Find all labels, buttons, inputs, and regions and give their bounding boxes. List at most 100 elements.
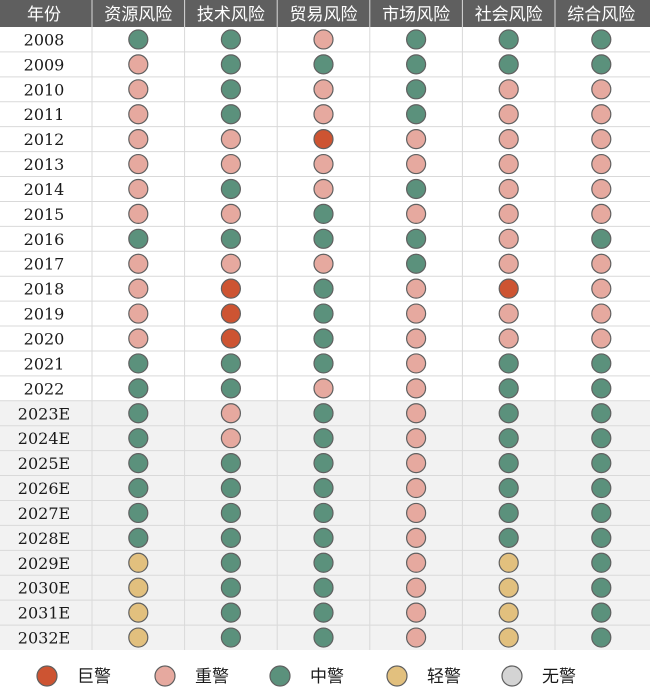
warning-dot	[406, 228, 427, 249]
warning-dot	[220, 428, 241, 449]
year-label: 2008	[24, 30, 65, 49]
warning-dot	[313, 79, 334, 100]
warning-dot	[498, 502, 519, 524]
warning-dot	[313, 428, 334, 449]
warning-dot	[313, 453, 334, 474]
warning-dot	[498, 228, 519, 249]
year-label: 2028E	[18, 529, 70, 548]
year-label: 2014	[24, 180, 65, 199]
warning-dot	[220, 353, 241, 374]
warning-dot	[220, 378, 241, 399]
warning-dot	[128, 178, 149, 200]
warning-dot	[313, 278, 334, 299]
warning-dot	[220, 178, 241, 200]
warning-dot	[591, 203, 612, 224]
year-label: 2030E	[18, 579, 70, 598]
warning-dot	[591, 627, 612, 648]
warning-dot	[313, 527, 334, 548]
warning-dot	[591, 577, 612, 598]
legend-swatch	[154, 665, 176, 687]
warning-dot	[498, 129, 519, 150]
warning-dot	[313, 552, 334, 573]
header-6: 综合风险	[567, 5, 635, 25]
warning-dot	[313, 303, 334, 324]
warning-dot	[406, 303, 427, 324]
warning-dot	[591, 129, 612, 150]
warning-dot	[128, 378, 149, 399]
warning-dot	[498, 627, 519, 648]
year-label: 2016	[24, 230, 65, 249]
warning-dot	[498, 203, 519, 224]
warning-dot	[406, 403, 427, 424]
warning-dot	[313, 178, 334, 200]
warning-dot	[128, 79, 149, 100]
warning-dot	[128, 29, 149, 50]
warning-dot	[128, 403, 149, 424]
warning-dot	[128, 428, 149, 449]
warning-dot	[406, 104, 427, 125]
warning-dot	[128, 153, 149, 175]
warning-dot	[591, 428, 612, 449]
warning-dot	[128, 527, 149, 548]
warning-dot	[591, 527, 612, 548]
legend-swatch	[501, 665, 523, 687]
warning-dot	[128, 552, 149, 573]
warning-dot	[406, 253, 427, 274]
header-2: 技术风险	[197, 5, 265, 25]
warning-dot	[406, 627, 427, 648]
warning-dot	[313, 54, 334, 75]
warning-dot	[313, 602, 334, 623]
year-label: 2024E	[18, 429, 70, 448]
year-label: 2017	[24, 255, 65, 274]
header-3: 贸易风险	[290, 5, 358, 25]
legend-swatch	[386, 665, 408, 687]
warning-dot	[406, 453, 427, 474]
warning-dot	[220, 153, 241, 175]
header-5: 社会风险	[475, 5, 543, 25]
warning-dot	[591, 228, 612, 249]
warning-dot	[313, 502, 334, 524]
warning-dot	[313, 29, 334, 50]
warning-dot	[498, 328, 519, 349]
warning-dot	[220, 328, 241, 349]
warning-dot	[498, 602, 519, 623]
warning-dot	[498, 253, 519, 274]
warning-dot	[406, 602, 427, 623]
warning-dot	[591, 353, 612, 374]
year-label: 2032E	[18, 629, 70, 648]
warning-dot	[220, 477, 241, 499]
warning-dot	[220, 278, 241, 299]
warning-dot	[220, 403, 241, 424]
warning-dot	[406, 552, 427, 573]
warning-dot	[220, 203, 241, 224]
legend-label: 轻警	[427, 667, 461, 687]
warning-dot	[220, 29, 241, 50]
warning-dot	[220, 253, 241, 274]
year-label: 2020	[24, 330, 65, 349]
warning-dot	[406, 203, 427, 224]
warning-dot	[220, 602, 241, 623]
warning-dot	[406, 577, 427, 598]
warning-dot	[591, 303, 612, 324]
warning-dot	[498, 552, 519, 573]
warning-dot	[128, 203, 149, 224]
warning-dot	[498, 29, 519, 50]
warning-dot	[498, 428, 519, 449]
warning-dot	[220, 104, 241, 125]
legend-label: 重警	[195, 667, 229, 687]
warning-dot	[128, 104, 149, 125]
warning-dot	[498, 378, 519, 399]
year-label: 2012	[24, 130, 65, 149]
year-label: 2031E	[18, 604, 70, 623]
warning-dot	[128, 129, 149, 150]
warning-dot	[220, 129, 241, 150]
warning-dot	[128, 228, 149, 249]
warning-dot	[591, 502, 612, 524]
warning-dot	[591, 403, 612, 424]
warning-dot	[591, 378, 612, 399]
warning-dot	[128, 54, 149, 75]
year-label: 2026E	[18, 479, 70, 498]
warning-dot	[591, 54, 612, 75]
